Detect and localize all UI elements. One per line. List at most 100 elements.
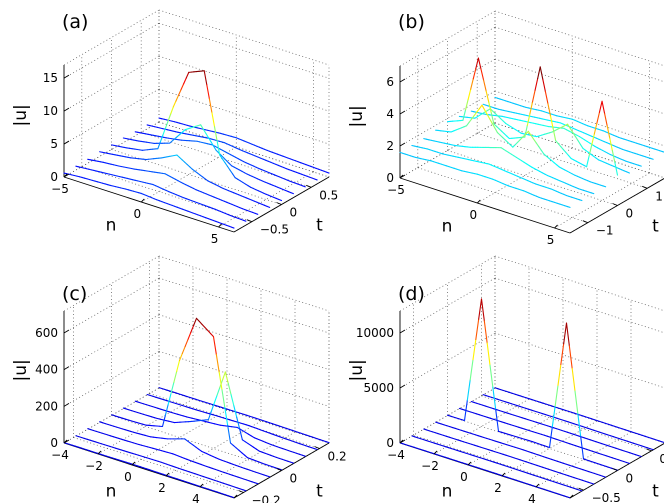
series-segment <box>580 435 585 460</box>
z-grid-line <box>158 22 330 79</box>
series-segment <box>241 439 246 443</box>
series-segment <box>637 455 642 458</box>
n-tick-mark <box>218 223 222 228</box>
z-tick-label: 5000 <box>363 381 394 395</box>
series-segment <box>591 133 595 146</box>
series-segment <box>493 123 497 127</box>
n-grid-line <box>131 409 228 466</box>
series-segment <box>182 129 186 133</box>
series-segment <box>466 379 471 401</box>
series-segment <box>221 371 226 381</box>
t-grid-line <box>447 150 618 206</box>
series-segment <box>649 157 654 160</box>
series-segment <box>553 162 558 166</box>
z-tick-mark <box>63 366 70 371</box>
z-tick-mark <box>399 78 406 83</box>
t-tick-mark <box>306 184 312 188</box>
series-segment <box>242 489 247 492</box>
n-grid-line <box>165 420 262 477</box>
series-segment <box>590 482 595 485</box>
series-segment <box>173 370 178 384</box>
series-segment <box>187 331 192 340</box>
series-segment <box>278 468 283 471</box>
series-segment <box>539 66 544 80</box>
series-segment <box>468 118 473 123</box>
series-segment <box>313 448 318 451</box>
n-tick-label: 5 <box>547 233 555 247</box>
series-segment <box>625 461 630 464</box>
n-grid-line <box>501 420 598 477</box>
series-segment <box>266 205 271 208</box>
n-tick-label: 4 <box>528 492 536 503</box>
series-segment <box>233 405 238 418</box>
series-segment <box>225 160 230 164</box>
z-grid-line <box>399 277 496 334</box>
series-segment <box>469 359 474 381</box>
series-segment <box>486 113 491 120</box>
series-segment <box>602 475 607 478</box>
z-grid-line <box>399 58 496 115</box>
z-grid-line <box>63 22 160 79</box>
series-segment <box>525 130 529 135</box>
t-grid-line <box>111 149 282 205</box>
t-tick-mark <box>238 490 244 493</box>
series-segment <box>227 424 232 444</box>
series-segment <box>463 399 468 422</box>
series-segment <box>190 324 195 333</box>
series-segment <box>278 198 283 202</box>
n-tick-mark <box>476 199 481 204</box>
z-tick-mark <box>399 110 406 115</box>
z-tick-label: 400 <box>35 363 58 377</box>
z-grid-line <box>158 88 330 145</box>
z-tick-mark <box>63 74 70 79</box>
n-tick-mark <box>199 483 204 488</box>
series-segment <box>626 171 630 174</box>
series-segment <box>212 336 217 355</box>
series-segment <box>557 143 562 148</box>
series-segment <box>325 441 330 444</box>
series-segment <box>184 161 188 166</box>
series-segment <box>170 106 174 115</box>
series-segment <box>232 444 237 449</box>
series-segment <box>478 298 483 320</box>
series-segment <box>228 162 233 167</box>
series-segment <box>649 448 654 451</box>
n-tick-mark <box>165 472 170 477</box>
series-segment <box>606 125 611 139</box>
series-segment <box>181 159 186 163</box>
series-segment <box>514 141 519 146</box>
t-tick-mark <box>642 185 648 189</box>
z-tick-label: 6 <box>386 75 394 89</box>
series-segment <box>486 342 491 366</box>
series-segment <box>302 185 306 188</box>
series-segment <box>520 136 524 140</box>
series-segment <box>494 113 499 117</box>
t-grid-line <box>417 167 588 224</box>
series-segment <box>161 414 166 428</box>
n-axis-label: n <box>442 482 453 502</box>
top-back-edge <box>158 255 330 312</box>
series-segment <box>245 431 250 435</box>
series-segment <box>554 384 559 407</box>
series-segment <box>480 68 485 81</box>
series-segment <box>232 173 236 179</box>
series-segment <box>219 154 223 160</box>
t-axis-label: t <box>652 482 659 502</box>
series-segment <box>545 155 550 159</box>
t-tick-label: 0 <box>626 207 634 221</box>
z-grid-line <box>494 26 664 83</box>
series-segment <box>498 128 503 132</box>
series-segment <box>517 138 522 143</box>
series-segment <box>571 367 576 392</box>
t-tick-label: 1 <box>655 189 663 203</box>
z-tick-mark <box>63 402 70 407</box>
n-tick-label: −4 <box>51 448 69 462</box>
series-segment <box>227 382 232 396</box>
series-segment <box>211 112 216 128</box>
series-segment <box>210 333 215 338</box>
series-segment <box>481 104 486 111</box>
series-segment <box>565 152 570 157</box>
series-segment <box>566 206 571 208</box>
